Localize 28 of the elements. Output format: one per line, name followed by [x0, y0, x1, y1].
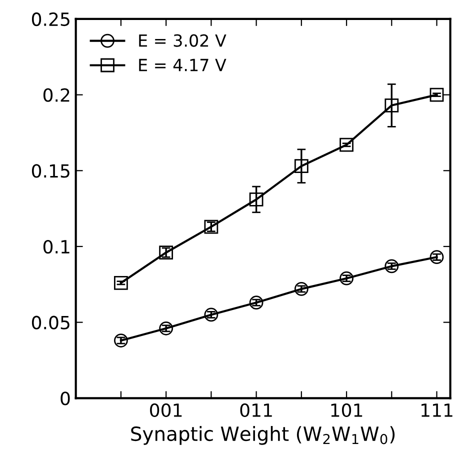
point	[159, 246, 174, 260]
x-tick-label: 001	[150, 403, 182, 417]
x-axis-title: Synaptic Weight (W$_{2}$W$_{1}$W$_{0}$)	[131, 426, 395, 445]
y-tick-label: 0.05	[32, 316, 70, 330]
x-tick-label: 011	[240, 403, 272, 417]
point	[159, 321, 174, 336]
x-tick-label: 101	[331, 403, 362, 417]
point	[340, 138, 354, 152]
point	[340, 271, 354, 286]
y-tick-label: 0.1	[43, 240, 70, 254]
point	[114, 334, 128, 348]
point	[249, 296, 264, 310]
point	[430, 88, 444, 102]
x-tick-label: 111	[422, 404, 452, 417]
y-tick-label: 0.25	[32, 12, 70, 26]
point	[204, 308, 218, 322]
point	[384, 259, 399, 274]
point	[114, 276, 128, 290]
point	[249, 192, 264, 206]
y-tick-label: 0	[60, 392, 70, 406]
legend-label: E = 3.02 V	[139, 34, 226, 47]
point	[384, 98, 399, 112]
point	[294, 159, 308, 174]
point	[430, 250, 444, 264]
legend-label: E = 4.17 V	[139, 58, 226, 72]
y-tick-label: 0.15	[32, 164, 70, 178]
point	[294, 282, 308, 296]
y-tick-label: 0.2	[43, 88, 70, 102]
